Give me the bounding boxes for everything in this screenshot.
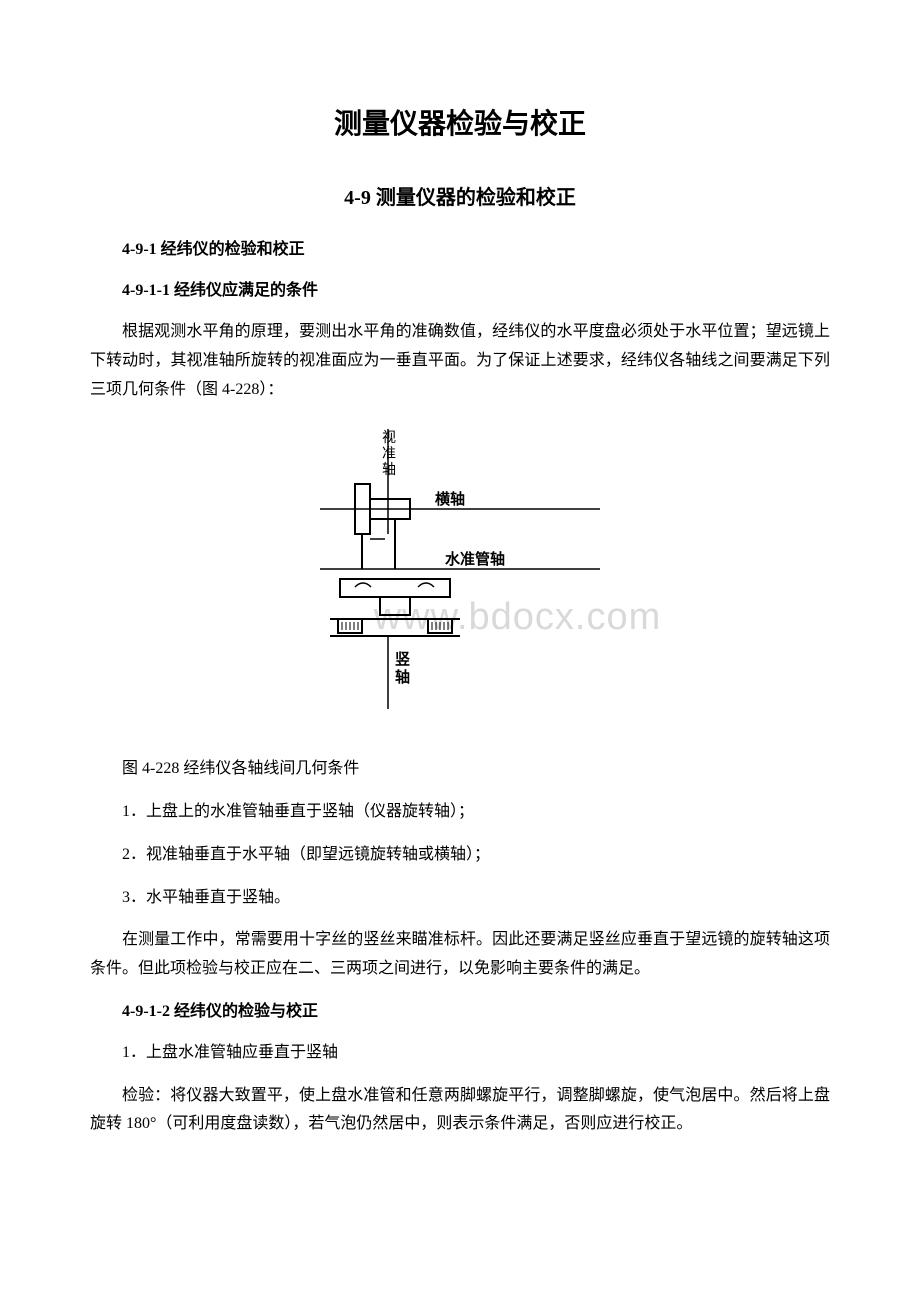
check-item-1: 1．上盘水准管轴应垂直于竖轴 bbox=[90, 1039, 830, 1068]
subsubsection-4-9-1-1-title: 4-9-1-1 经纬仪应满足的条件 bbox=[90, 277, 830, 306]
figure-caption: 图 4-228 经纬仪各轴线间几何条件 bbox=[90, 755, 830, 784]
level-axis-label: 水准管轴 bbox=[445, 550, 505, 568]
paragraph-additional: 在测量工作中，常需要用十字丝的竖丝来瞄准标杆。因此还要满足竖丝应垂直于望远镜的旋… bbox=[90, 926, 830, 984]
vertical-axis-label-2: 轴 bbox=[395, 668, 410, 686]
sight-axis-label-2: 准 bbox=[382, 446, 396, 462]
main-title: 测量仪器检验与校正 bbox=[90, 100, 830, 150]
condition-2: 2．视准轴垂直于水平轴（即望远镜旋转轴或横轴）； bbox=[90, 841, 830, 870]
sight-axis-label: 视 bbox=[382, 430, 396, 446]
subsubsection-4-9-1-2-title: 4-9-1-2 经纬仪的检验与校正 bbox=[90, 998, 830, 1027]
check-paragraph-1: 检验：将仪器大致置平，使上盘水准管和任意两脚螺旋平行，调整脚螺旋，使气泡居中。然… bbox=[90, 1082, 830, 1140]
condition-3: 3．水平轴垂直于竖轴。 bbox=[90, 884, 830, 913]
paragraph-intro: 根据观测水平角的原理，要测出水平角的准确数值，经纬仪的水平度盘必须处于水平位置；… bbox=[90, 318, 830, 404]
condition-1: 1．上盘上的水准管轴垂直于竖轴（仪器旋转轴）； bbox=[90, 798, 830, 827]
section-title: 4-9 测量仪器的检验和校正 bbox=[90, 180, 830, 216]
horizontal-axis-label: 横轴 bbox=[435, 490, 465, 508]
figure-4-228: www.bdocx.com 视 准 轴 横轴 水准管轴 bbox=[90, 424, 830, 735]
sight-axis-label-3: 轴 bbox=[382, 462, 396, 478]
vertical-axis-label-1: 竖 bbox=[395, 651, 410, 668]
subsection-4-9-1-title: 4-9-1 经纬仪的检验和校正 bbox=[90, 236, 830, 265]
theodolite-diagram: 视 准 轴 横轴 水准管轴 bbox=[300, 424, 620, 724]
